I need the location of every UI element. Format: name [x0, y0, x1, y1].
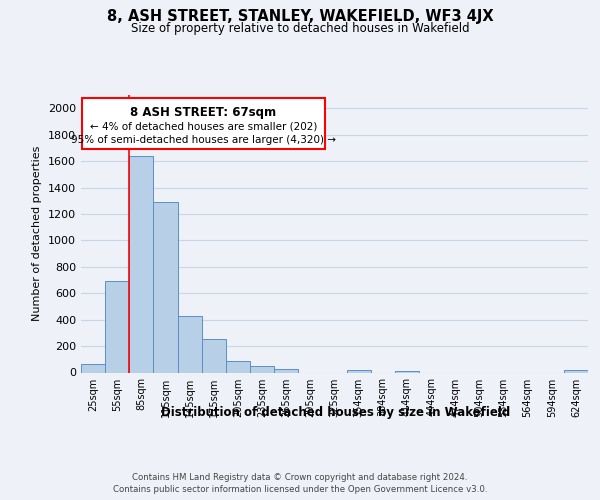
Text: Contains public sector information licensed under the Open Government Licence v3: Contains public sector information licen…	[113, 485, 487, 494]
Bar	[178, 316, 202, 372]
Y-axis label: Number of detached properties: Number of detached properties	[32, 146, 43, 322]
Bar	[105, 282, 129, 372]
Bar	[82, 98, 325, 149]
Bar	[226, 360, 250, 372]
Text: 8, ASH STREET, STANLEY, WAKEFIELD, WF3 4JX: 8, ASH STREET, STANLEY, WAKEFIELD, WF3 4…	[107, 9, 493, 24]
Bar	[347, 370, 371, 372]
Bar	[129, 156, 154, 372]
Bar	[202, 340, 226, 372]
Text: Contains HM Land Registry data © Crown copyright and database right 2024.: Contains HM Land Registry data © Crown c…	[132, 472, 468, 482]
Bar	[395, 370, 419, 372]
Bar	[250, 366, 274, 372]
Text: Distribution of detached houses by size in Wakefield: Distribution of detached houses by size …	[161, 406, 511, 419]
Text: 95% of semi-detached houses are larger (4,320) →: 95% of semi-detached houses are larger (…	[71, 135, 336, 145]
Bar	[154, 202, 178, 372]
Text: Size of property relative to detached houses in Wakefield: Size of property relative to detached ho…	[131, 22, 469, 35]
Text: 8 ASH STREET: 67sqm: 8 ASH STREET: 67sqm	[130, 106, 277, 119]
Bar	[274, 369, 298, 372]
Bar	[564, 370, 588, 372]
Text: ← 4% of detached houses are smaller (202): ← 4% of detached houses are smaller (202…	[90, 121, 317, 131]
Bar	[81, 364, 105, 372]
